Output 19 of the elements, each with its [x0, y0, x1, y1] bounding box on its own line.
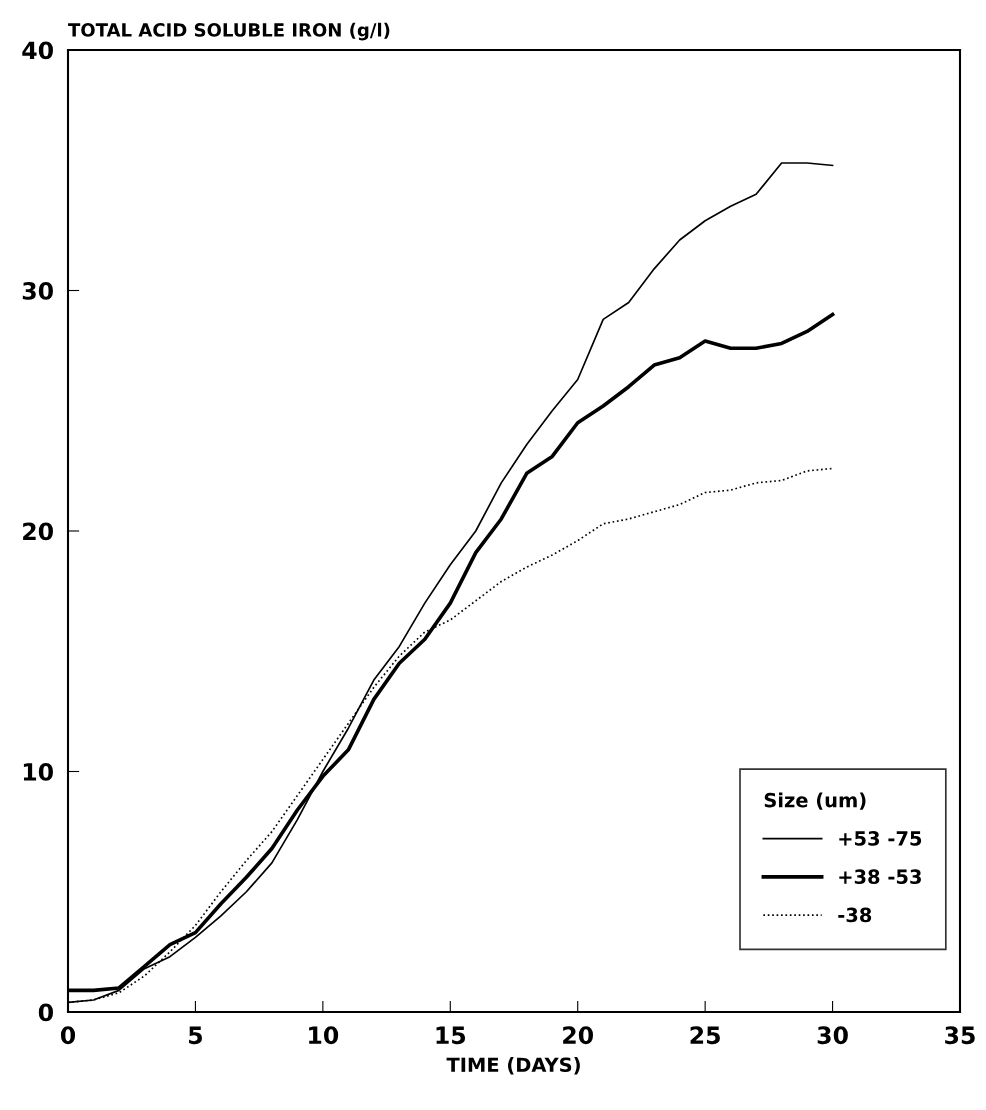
- x-tick-label: 0: [60, 1026, 76, 1045]
- y-axis-title: TOTAL ACID SOLUBLE IRON (g/l): [68, 22, 390, 41]
- x-tick-label: 10: [309, 1026, 339, 1045]
- x-axis-title: TIME (DAYS): [446, 1057, 580, 1075]
- y-tick-label: 0: [38, 1003, 53, 1022]
- legend-label: +38 -53: [839, 869, 921, 884]
- x-tick-label: 35: [945, 1026, 975, 1045]
- y-tick-label: 10: [23, 762, 53, 781]
- legend-label: +53 -75: [839, 831, 922, 846]
- y-tick-label: 40: [22, 41, 53, 60]
- y-tick-label: 20: [23, 522, 53, 541]
- x-tick-label: 15: [436, 1026, 466, 1045]
- x-tick-label: 25: [690, 1026, 720, 1045]
- legend-title: Size (um): [764, 792, 866, 810]
- x-tick-label: 20: [563, 1026, 594, 1045]
- legend-label: -38: [838, 907, 872, 923]
- x-tick-label: 5: [189, 1026, 202, 1045]
- x-tick-label: 30: [817, 1026, 848, 1045]
- y-tick-label: 30: [22, 281, 53, 300]
